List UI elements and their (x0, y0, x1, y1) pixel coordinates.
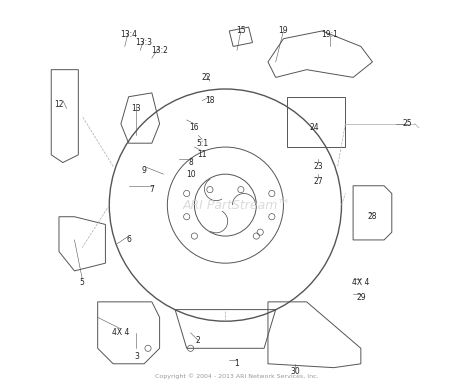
Text: 2: 2 (196, 336, 201, 345)
Text: 25: 25 (402, 119, 412, 128)
Text: Copyright © 2004 - 2013 ARI Network Services, Inc.: Copyright © 2004 - 2013 ARI Network Serv… (155, 373, 319, 379)
Text: 13:4: 13:4 (120, 30, 137, 39)
Text: 28: 28 (368, 212, 377, 221)
Text: 22: 22 (201, 73, 211, 82)
Text: 11: 11 (197, 150, 207, 159)
Text: 12: 12 (54, 100, 64, 109)
Text: 7: 7 (149, 185, 155, 194)
Text: 3: 3 (134, 351, 139, 361)
Text: 16: 16 (190, 123, 199, 132)
Text: 8: 8 (188, 158, 193, 167)
Text: ARI PartStream™: ARI PartStream™ (183, 199, 291, 212)
Text: 6: 6 (126, 235, 131, 245)
Text: 10: 10 (186, 170, 195, 179)
Text: 30: 30 (290, 367, 300, 376)
Text: 13:3: 13:3 (136, 38, 153, 47)
Text: 19: 19 (279, 26, 288, 36)
Text: 27: 27 (313, 177, 323, 187)
Text: 13:2: 13:2 (151, 46, 168, 55)
Text: 9: 9 (142, 166, 146, 175)
Text: 19:1: 19:1 (321, 30, 338, 39)
Text: 1: 1 (235, 359, 239, 368)
Text: 23: 23 (313, 162, 323, 171)
Text: 29: 29 (356, 293, 365, 303)
Text: 18: 18 (205, 96, 215, 105)
Text: 4X 4: 4X 4 (112, 328, 129, 337)
Text: 5: 5 (80, 278, 85, 287)
Text: 4X 4: 4X 4 (352, 278, 370, 287)
Text: 15: 15 (236, 26, 246, 36)
Text: 5:1: 5:1 (196, 139, 208, 148)
Text: 24: 24 (310, 123, 319, 132)
Text: 13: 13 (132, 104, 141, 113)
